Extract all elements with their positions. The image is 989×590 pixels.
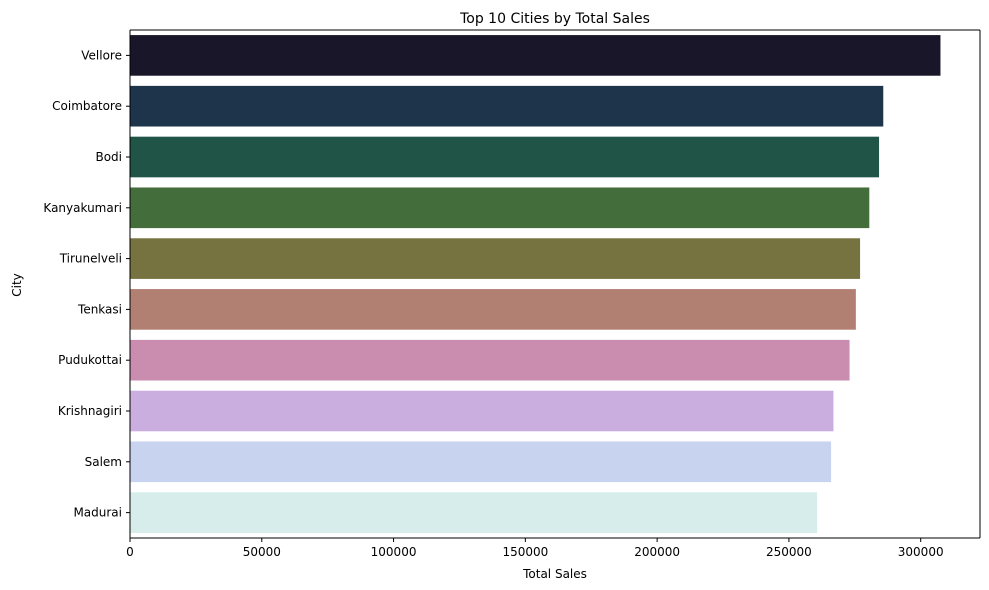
x-tick-label: 200000: [634, 545, 680, 559]
y-tick-label: Tirunelveli: [59, 252, 122, 266]
y-tick-label: Vellore: [81, 48, 122, 62]
y-axis-label: City: [10, 273, 24, 297]
y-tick-label: Bodi: [95, 150, 122, 164]
x-tick-label: 300000: [898, 545, 944, 559]
bar-kanyakumari: [130, 187, 870, 229]
x-tick-label: 50000: [243, 545, 281, 559]
bar-madurai: [130, 492, 818, 533]
x-tick-label: 150000: [502, 545, 548, 559]
bar-bodi: [130, 136, 880, 178]
y-tick-label: Tenkasi: [77, 302, 122, 316]
bar-coimbatore: [130, 85, 884, 127]
y-tick-label: Krishnagiri: [58, 404, 122, 418]
y-tick-label: Pudukottai: [58, 353, 122, 367]
y-tick-label: Madurai: [73, 506, 122, 520]
x-tick-label: 100000: [371, 545, 417, 559]
bar-tirunelveli: [130, 238, 861, 279]
bar-krishnagiri: [130, 390, 834, 432]
bar-tenkasi: [130, 289, 856, 330]
bar-vellore: [130, 35, 941, 76]
x-axis-label: Total Sales: [522, 567, 587, 581]
y-tick-label: Salem: [85, 455, 122, 469]
bar-salem: [130, 441, 832, 483]
chart-title: Top 10 Cities by Total Sales: [459, 11, 650, 27]
y-tick-label: Coimbatore: [52, 99, 122, 113]
bar-pudukottai: [130, 339, 850, 381]
x-tick-label: 0: [126, 545, 134, 559]
y-axis-ticks: Vellore Coimbatore Bodi Kanyakumari Tirunelv…: [43, 48, 130, 520]
y-tick-label: Kanyakumari: [43, 201, 122, 215]
x-axis-ticks: 0 50000 100000 150000 200000 250000 300000: [126, 538, 944, 559]
x-tick-label: 250000: [766, 545, 812, 559]
bars-group: [130, 35, 941, 533]
